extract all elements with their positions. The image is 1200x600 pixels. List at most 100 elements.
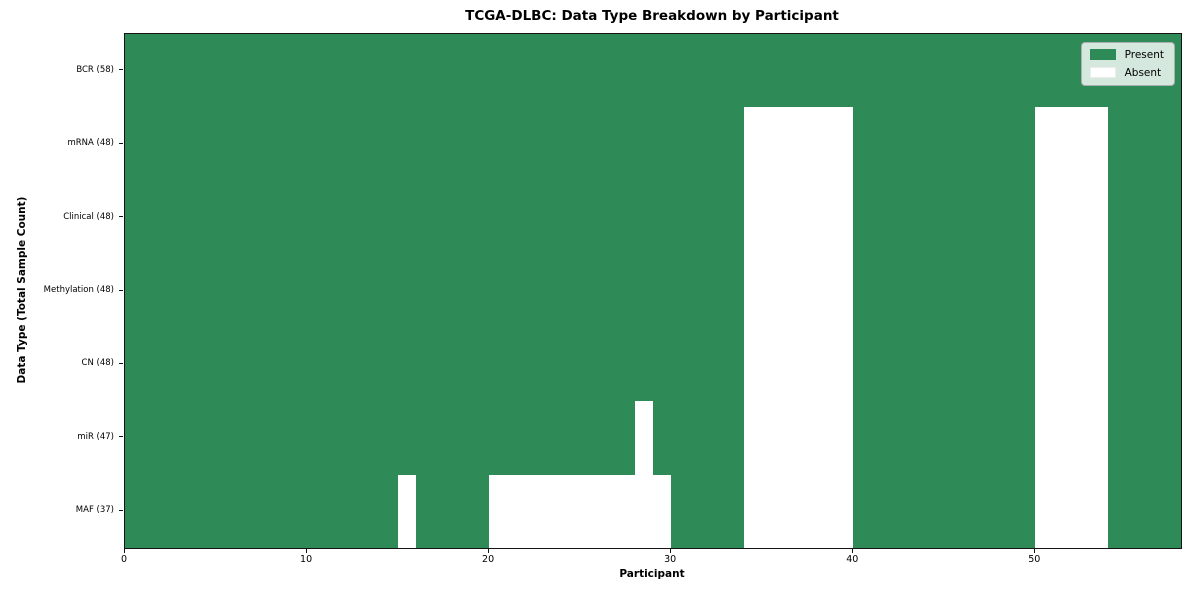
heatmap-cell [307, 474, 327, 548]
heatmap-cell [598, 180, 618, 256]
heatmap-cell [361, 180, 381, 256]
heatmap-cell [179, 327, 199, 403]
heatmap-cell [889, 474, 909, 548]
heatmap-cell [853, 34, 873, 109]
heatmap-cell [744, 254, 764, 329]
heatmap-cell [1162, 474, 1181, 548]
heatmap-cell [671, 474, 691, 548]
heatmap-cell [926, 180, 946, 256]
heatmap-cell [161, 474, 181, 548]
heatmap-cell [470, 254, 491, 329]
heatmap-cell [653, 107, 673, 182]
heatmap-cell [616, 474, 636, 548]
heatmap-cell [689, 254, 709, 329]
heatmap-cell [379, 327, 400, 403]
heatmap-cell [161, 254, 181, 329]
heatmap-cell [179, 254, 199, 329]
heatmap-cell [470, 180, 491, 256]
heatmap-cell [1144, 474, 1164, 548]
heatmap-cell [762, 34, 782, 109]
heatmap-cell [1071, 401, 1091, 476]
heatmap-cell [580, 474, 600, 548]
heatmap-cell [234, 327, 254, 403]
heatmap-cell [1126, 254, 1146, 329]
heatmap-cell [470, 327, 491, 403]
heatmap-cell [343, 474, 363, 548]
heatmap-cell [998, 107, 1019, 182]
heatmap-cell [871, 401, 891, 476]
heatmap-cell [889, 107, 909, 182]
heatmap-cell [725, 474, 746, 548]
heatmap-cell [744, 107, 764, 182]
heatmap-cell [234, 474, 254, 548]
heatmap-cell [707, 401, 727, 476]
chart-title: TCGA-DLBC: Data Type Breakdown by Partic… [465, 8, 839, 24]
heatmap-cell [689, 401, 709, 476]
heatmap-cell [744, 474, 764, 548]
heatmap-cell [398, 34, 418, 109]
heatmap-cell [835, 401, 855, 476]
heatmap-cell [725, 254, 746, 329]
x-tick-mark [851, 548, 853, 553]
heatmap-cell [288, 254, 309, 329]
heatmap-cell [398, 327, 418, 403]
x-tick-label: 40 [846, 554, 859, 565]
x-axis-label: Participant [619, 568, 685, 580]
heatmap-cell [944, 34, 964, 109]
heatmap-cell [434, 254, 454, 329]
heatmap-cell [853, 107, 873, 182]
heatmap-cell [944, 474, 964, 548]
x-tick-label: 0 [120, 554, 128, 565]
heatmap-cell [307, 180, 327, 256]
heatmap-cell [398, 401, 418, 476]
heatmap-cell [216, 254, 236, 329]
heatmap-cell [434, 401, 454, 476]
heatmap-cell [216, 474, 236, 548]
heatmap-cell [470, 474, 491, 548]
heatmap-cell [507, 474, 527, 548]
heatmap-cell [707, 327, 727, 403]
plot-area: Present Absent [124, 33, 1182, 549]
heatmap-cell [871, 474, 891, 548]
heatmap-cell [634, 401, 654, 476]
legend-entry-present: Present [1089, 49, 1164, 61]
heatmap-cell [616, 34, 636, 109]
heatmap-cell [307, 401, 327, 476]
heatmap-cell [962, 34, 982, 109]
heatmap-cell [1126, 401, 1146, 476]
heatmap-cell [343, 107, 363, 182]
heatmap-cell [580, 107, 600, 182]
heatmap-cell [689, 180, 709, 256]
heatmap-cell [234, 254, 254, 329]
heatmap-cell [762, 474, 782, 548]
heatmap-cell [234, 34, 254, 109]
heatmap-cell [998, 34, 1019, 109]
heatmap-cell [1035, 254, 1055, 329]
heatmap-cell [1126, 180, 1146, 256]
heatmap-cell [871, 107, 891, 182]
heatmap-cell [1108, 180, 1128, 256]
heatmap-cell [561, 401, 582, 476]
heatmap-cell [780, 327, 800, 403]
heatmap-cell [325, 401, 345, 476]
heatmap-cell [835, 327, 855, 403]
x-tick-mark [487, 548, 489, 553]
heatmap-cell [416, 34, 436, 109]
heatmap-cell [1089, 107, 1110, 182]
heatmap-cell [288, 107, 309, 182]
heatmap-cell [470, 34, 491, 109]
heatmap-cell [907, 474, 928, 548]
heatmap-cell [343, 254, 363, 329]
heatmap-cell [762, 327, 782, 403]
heatmap-cell [1144, 107, 1164, 182]
heatmap-cell [1089, 327, 1110, 403]
heatmap-cell [962, 327, 982, 403]
heatmap-cell [671, 401, 691, 476]
heatmap-cell [434, 180, 454, 256]
heatmap-cell [179, 180, 199, 256]
heatmap-cell [653, 401, 673, 476]
heatmap-cell [1053, 254, 1073, 329]
heatmap-cell [507, 327, 527, 403]
y-tick-label: mRNA (48) [67, 138, 114, 149]
